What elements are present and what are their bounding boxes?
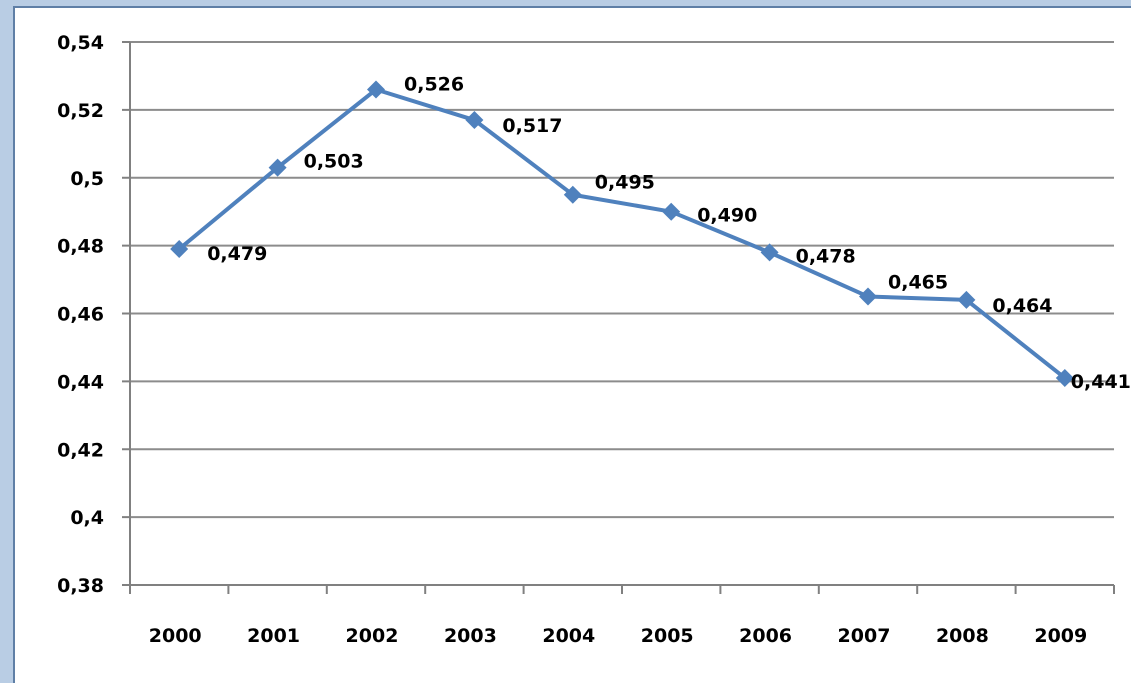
data-point-marker: [957, 290, 976, 309]
data-label: 0,490: [697, 205, 757, 227]
data-point-marker: [1055, 368, 1074, 387]
data-label: 0,478: [796, 245, 856, 267]
data-label: 0,464: [992, 295, 1052, 317]
axes: [122, 41, 1115, 594]
chart-panel: [13, 6, 1131, 683]
data-point-marker: [465, 111, 484, 130]
y-tick-label: 0,4: [70, 507, 104, 529]
y-tick-label: 0,44: [57, 371, 104, 393]
data-point-marker: [170, 240, 189, 259]
data-labels: 0,479 0,503 0,526 0,517 0,495 0,490 0,478 0,465…: [207, 74, 1131, 393]
data-label: 0,517: [502, 115, 562, 137]
data-point-marker: [760, 243, 779, 262]
y-tick-labels: 0,38 0,4 0,42 0,44 0,46 0,48 0,5 0,52 0,54: [57, 32, 104, 597]
data-label: 0,479: [207, 243, 267, 265]
data-label: 0,465: [888, 272, 948, 294]
x-tick-label: 2006: [739, 625, 792, 647]
y-tick-label: 0,48: [57, 236, 104, 258]
data-point-marker: [367, 80, 385, 99]
series-line: [177, 87, 1067, 380]
data-point-marker: [859, 287, 877, 306]
y-tick-label: 0,42: [57, 439, 104, 461]
x-tick-labels: 2000 2001 2002 2003 2004 2005 2006 2007 2008 2009: [149, 625, 1087, 647]
x-tick-label: 2007: [838, 625, 891, 647]
x-tick-label: 2003: [444, 625, 497, 647]
x-tick-label: 2005: [641, 625, 694, 647]
y-tick-label: 0,5: [70, 168, 104, 190]
y-tick-label: 0,46: [57, 304, 104, 326]
data-label: 0,526: [404, 74, 464, 96]
gridlines: [130, 41, 1114, 519]
x-tick-label: 2008: [936, 625, 989, 647]
y-tick-label: 0,54: [57, 32, 104, 54]
data-points: [170, 80, 1074, 387]
data-point-marker: [268, 158, 287, 177]
data-point-marker: [662, 202, 681, 221]
x-tick-label: 2009: [1034, 625, 1087, 647]
data-label: 0,441: [1071, 371, 1131, 393]
data-label: 0,503: [304, 151, 364, 173]
x-tick-label: 2002: [346, 625, 399, 647]
x-tick-label: 2001: [247, 625, 300, 647]
x-tick-label: 2004: [542, 625, 595, 647]
series-line-path: [177, 87, 1067, 380]
x-tick-label: 2000: [149, 625, 202, 647]
data-point-marker: [563, 185, 582, 204]
y-tick-label: 0,38: [57, 575, 104, 597]
y-tick-label: 0,52: [57, 100, 104, 122]
data-label: 0,495: [595, 172, 655, 194]
